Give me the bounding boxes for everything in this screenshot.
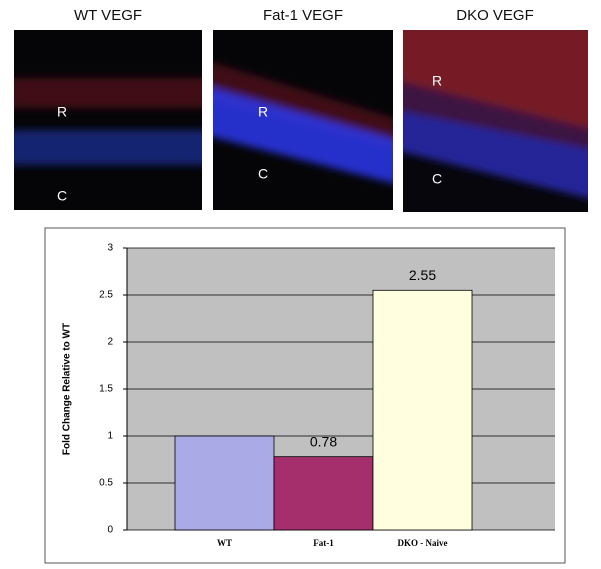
bar [372,289,473,531]
value-label: 0.78 [310,433,337,449]
value-label: 2.55 [409,267,436,283]
x-tick-label: Fat-1 [313,538,334,548]
y-tick-label: 0 [107,525,113,536]
panel-label: R [258,104,268,120]
bar [174,435,275,531]
y-axis-label: Fold Change Relative to WT [62,323,73,455]
y-tick-label: 0.5 [99,478,113,489]
panel-label: C [258,166,268,182]
y-tick-label: 1 [107,431,113,442]
y-tick-label: 1.5 [99,384,113,395]
y-tick-label: 2 [107,337,113,348]
y-tick-label: 2.5 [99,290,113,301]
panel-title: DKO VEGF [456,7,534,24]
panel-images [14,30,588,212]
panel-label: R [432,73,442,89]
x-tick-label: DKO - Naive [398,538,448,548]
panel-title: Fat-1 VEGF [263,7,343,24]
panel-label: C [432,171,442,187]
panel-label: R [57,104,67,120]
x-tick-label: WT [217,538,232,548]
bar [273,456,374,531]
chart-frame [44,227,566,564]
micrograph [14,30,202,210]
y-tick-label: 3 [107,243,113,254]
panel-label: C [57,188,67,204]
panel-title: WT VEGF [74,7,142,24]
